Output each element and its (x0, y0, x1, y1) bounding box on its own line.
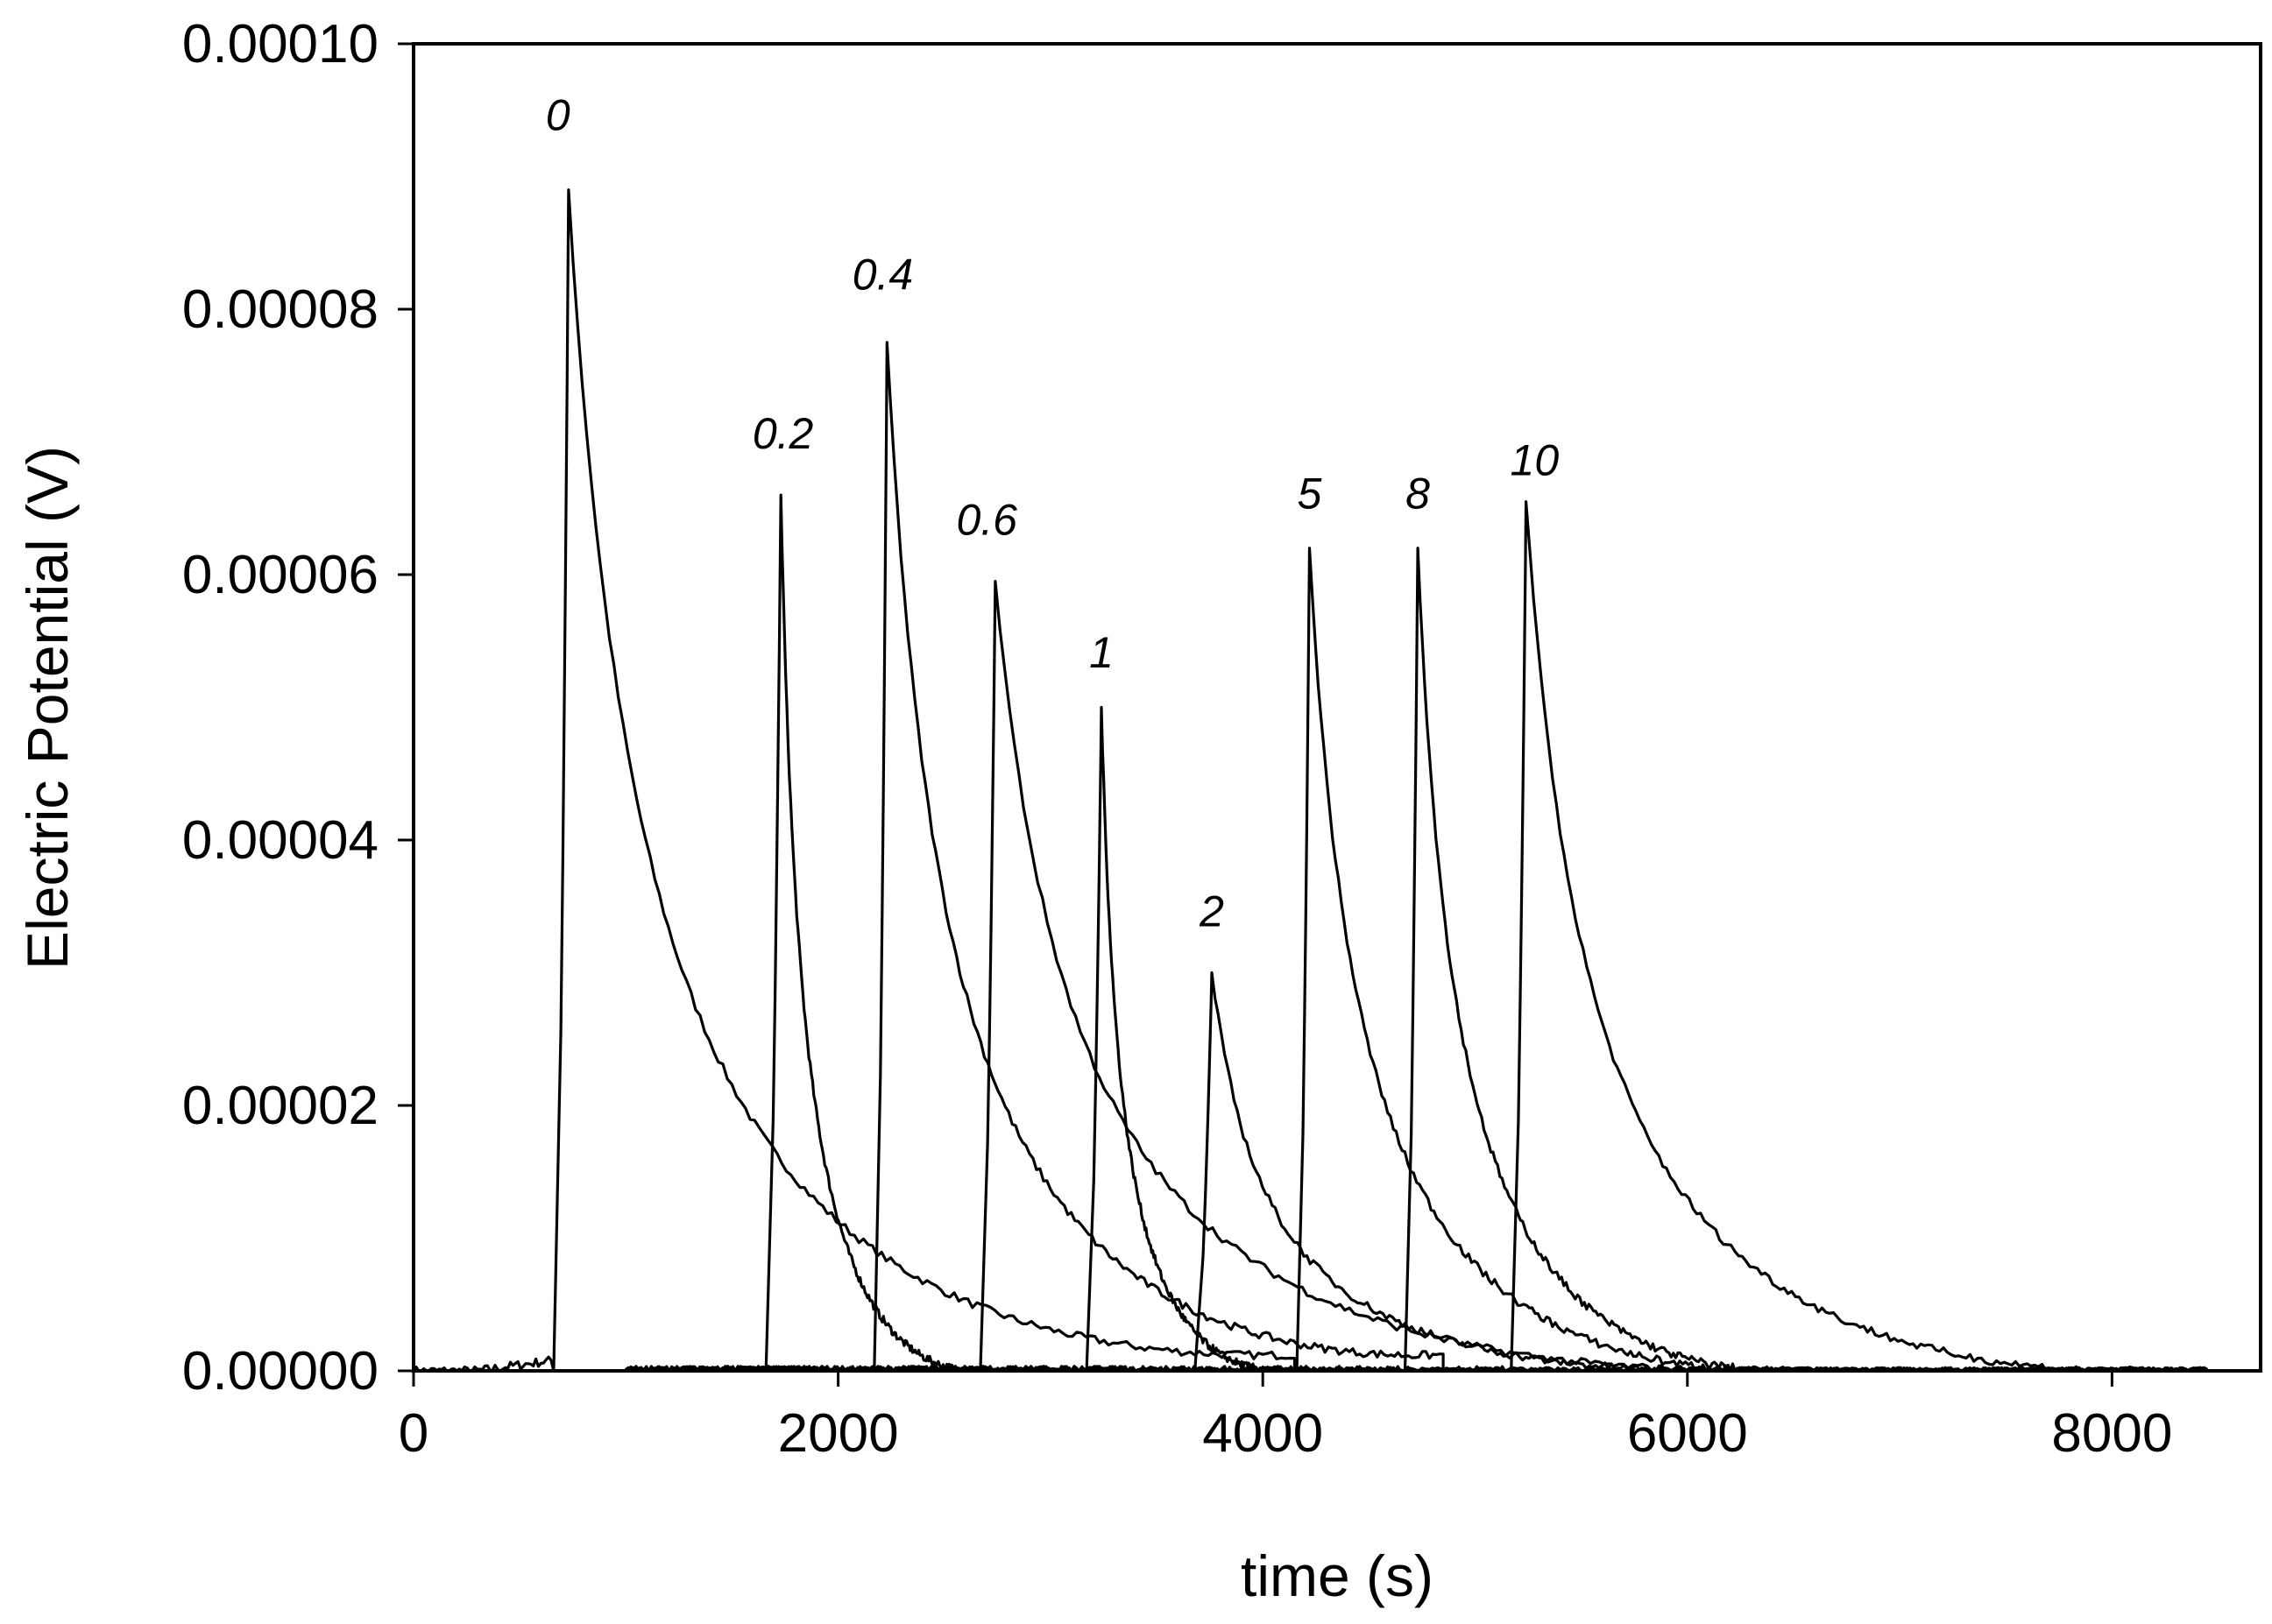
peak-label: 0.2 (753, 409, 814, 458)
x-axis-label: time (s) (1241, 1543, 1433, 1608)
y-axis-ticks: 0.00000 0.00002 0.00004 0.00006 0.00008 0.000… (182, 14, 414, 1402)
series-line-0 (412, 188, 2206, 1373)
series-group (412, 188, 2209, 1373)
y-tick-label: 0.00010 (182, 14, 379, 74)
peak-label: 0.6 (956, 496, 1017, 545)
peak-label: 2 (1199, 886, 1224, 936)
y-tick-label: 0.00002 (182, 1076, 379, 1136)
plot-frame (412, 42, 2262, 1373)
y-tick-label: 0.00000 (182, 1341, 379, 1402)
peak-label: 0 (546, 90, 570, 139)
y-tick-label: 0.00006 (182, 545, 379, 605)
x-tick-label: 8000 (2051, 1403, 2172, 1464)
peak-label: 0.4 (853, 250, 914, 299)
x-axis-ticks: 0 2000 4000 6000 8000 (399, 1371, 2172, 1464)
x-tick-label: 2000 (778, 1403, 899, 1464)
series-line-10 (626, 500, 2207, 1373)
peak-label: 8 (1405, 469, 1430, 518)
series-line-8 (626, 547, 2207, 1373)
peak-labels-group: 0 0.2 0.4 0.6 1 2 5 8 10 (546, 90, 1559, 936)
peak-label: 10 (1511, 435, 1560, 484)
x-tick-label: 0 (399, 1403, 428, 1464)
x-tick-label: 6000 (1627, 1403, 1748, 1464)
y-tick-label: 0.00008 (182, 279, 379, 340)
series-line-2 (625, 971, 2207, 1373)
peak-label: 1 (1089, 628, 1114, 677)
y-tick-label: 0.00004 (182, 810, 379, 871)
y-axis-label: Electric Potential (V) (15, 446, 80, 970)
x-tick-label: 4000 (1202, 1403, 1323, 1464)
peak-label: 5 (1298, 469, 1322, 518)
